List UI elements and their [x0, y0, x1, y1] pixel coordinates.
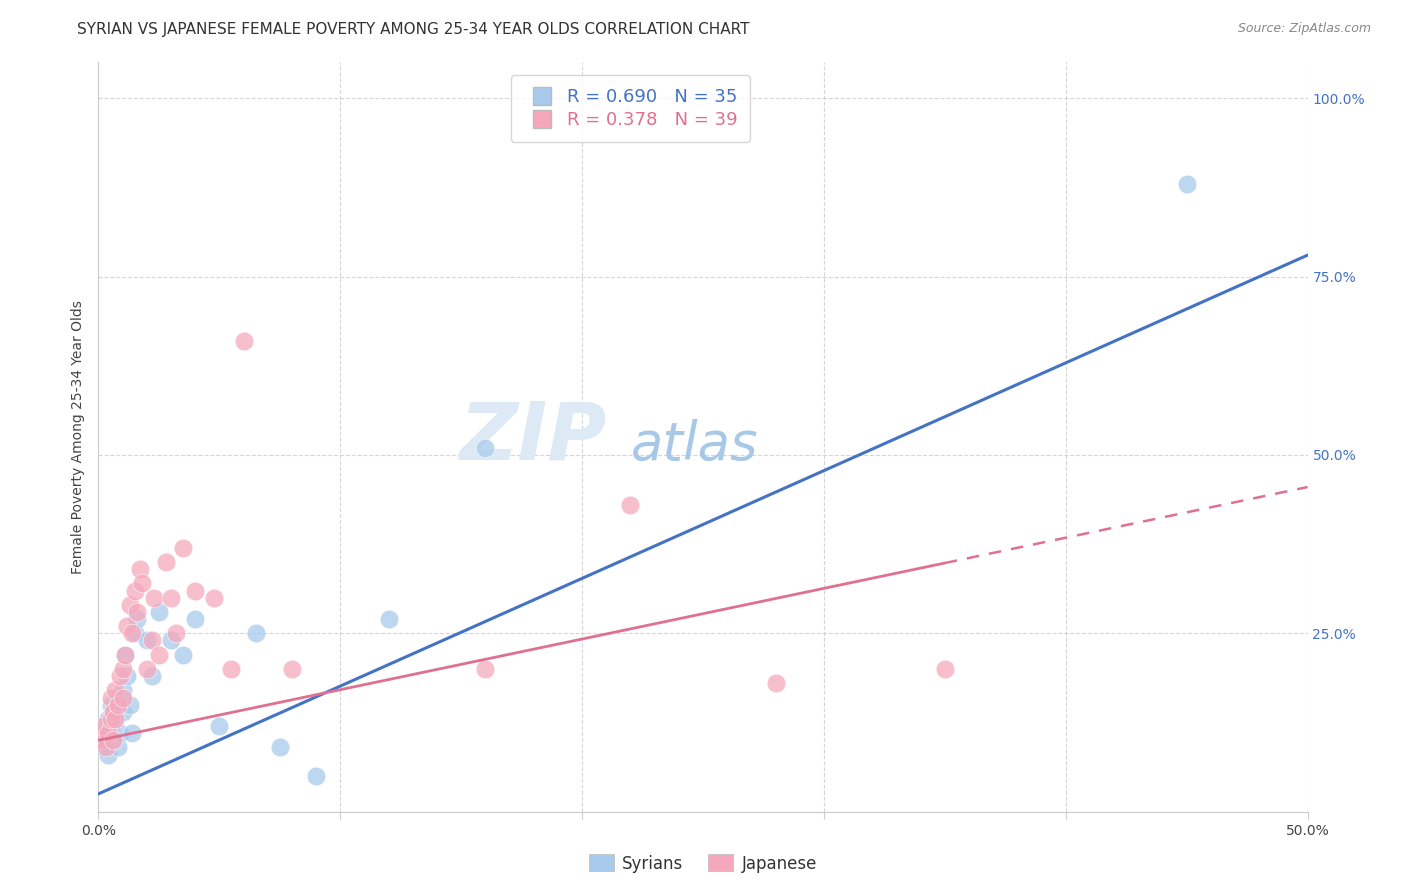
- Point: [117, 669, 139, 683]
- Point: [121, 626, 143, 640]
- Point: [148, 605, 170, 619]
- Point: [204, 591, 226, 605]
- Point: [377, 612, 399, 626]
- Point: [135, 633, 157, 648]
- Point: [97, 747, 120, 762]
- Point: [128, 562, 150, 576]
- Point: [90, 733, 112, 747]
- Text: Source: ZipAtlas.com: Source: ZipAtlas.com: [1237, 22, 1371, 36]
- Point: [141, 669, 163, 683]
- Point: [100, 712, 122, 726]
- Point: [305, 769, 328, 783]
- Point: [100, 719, 122, 733]
- Point: [124, 626, 146, 640]
- Point: [127, 612, 149, 626]
- Point: [143, 591, 166, 605]
- Text: SYRIAN VS JAPANESE FEMALE POVERTY AMONG 25-34 YEAR OLDS CORRELATION CHART: SYRIAN VS JAPANESE FEMALE POVERTY AMONG …: [77, 22, 749, 37]
- Point: [100, 690, 122, 705]
- Point: [934, 662, 956, 676]
- Point: [619, 498, 641, 512]
- Point: [111, 690, 134, 705]
- Point: [111, 705, 134, 719]
- Point: [184, 583, 207, 598]
- Point: [104, 683, 127, 698]
- Point: [117, 619, 139, 633]
- Point: [100, 698, 122, 712]
- Point: [90, 740, 112, 755]
- Point: [135, 662, 157, 676]
- Point: [94, 740, 117, 755]
- Point: [111, 662, 134, 676]
- Point: [474, 662, 496, 676]
- Point: [101, 705, 124, 719]
- Point: [172, 648, 194, 662]
- Point: [127, 605, 149, 619]
- Point: [232, 334, 254, 348]
- Point: [107, 690, 129, 705]
- Text: ZIP: ZIP: [458, 398, 606, 476]
- Point: [121, 726, 143, 740]
- Point: [111, 683, 134, 698]
- Point: [97, 726, 120, 740]
- Point: [131, 576, 153, 591]
- Point: [160, 633, 183, 648]
- Legend: R = 0.690   N = 35, R = 0.378   N = 39: R = 0.690 N = 35, R = 0.378 N = 39: [510, 75, 749, 142]
- Point: [245, 626, 267, 640]
- Point: [269, 740, 291, 755]
- Point: [97, 712, 120, 726]
- Point: [114, 648, 136, 662]
- Point: [1175, 177, 1198, 191]
- Point: [765, 676, 787, 690]
- Point: [114, 648, 136, 662]
- Point: [165, 626, 187, 640]
- Point: [104, 712, 127, 726]
- Point: [91, 719, 114, 733]
- Text: atlas: atlas: [630, 418, 758, 471]
- Point: [118, 698, 141, 712]
- Point: [124, 583, 146, 598]
- Point: [118, 598, 141, 612]
- Point: [474, 441, 496, 455]
- Point: [107, 740, 129, 755]
- Point: [184, 612, 207, 626]
- Y-axis label: Female Poverty Among 25-34 Year Olds: Female Poverty Among 25-34 Year Olds: [70, 300, 84, 574]
- Point: [94, 733, 117, 747]
- Point: [101, 733, 124, 747]
- Point: [94, 719, 117, 733]
- Point: [91, 726, 114, 740]
- Point: [281, 662, 304, 676]
- Point: [104, 712, 127, 726]
- Point: [148, 648, 170, 662]
- Legend: Syrians, Japanese: Syrians, Japanese: [582, 847, 824, 880]
- Point: [208, 719, 231, 733]
- Point: [155, 555, 177, 569]
- Point: [108, 669, 131, 683]
- Point: [108, 726, 131, 740]
- Point: [101, 733, 124, 747]
- Point: [101, 705, 124, 719]
- Point: [107, 698, 129, 712]
- Point: [141, 633, 163, 648]
- Point: [221, 662, 243, 676]
- Point: [172, 541, 194, 555]
- Point: [160, 591, 183, 605]
